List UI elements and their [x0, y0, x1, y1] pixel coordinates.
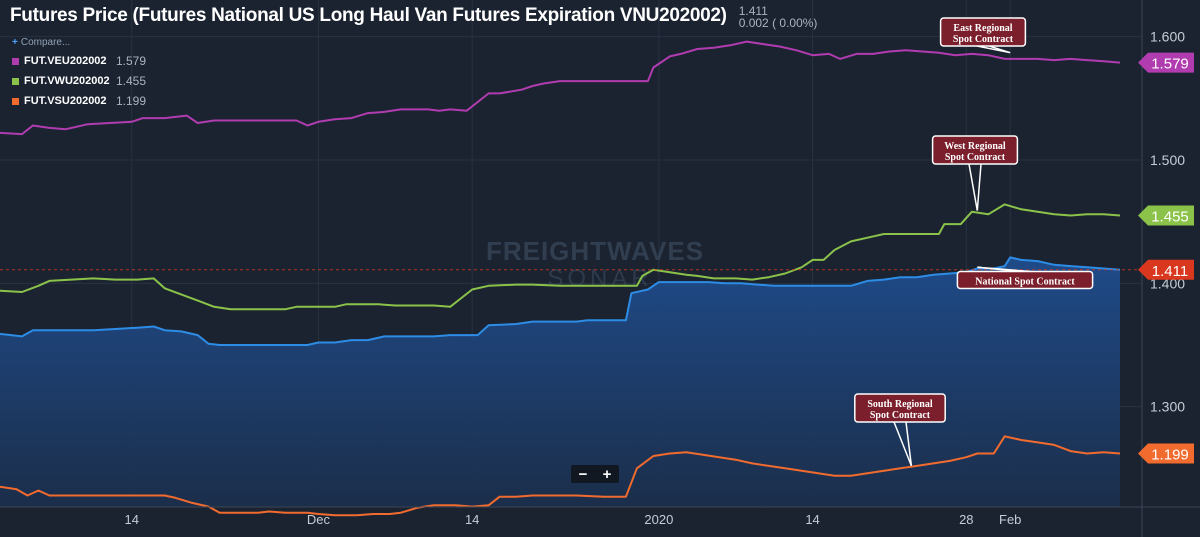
zoom-out-button[interactable]: −: [578, 465, 588, 483]
zoom-in-button[interactable]: +: [602, 465, 612, 483]
zoom-controls: − +: [571, 465, 619, 483]
y-tick-label: 1.300: [1150, 399, 1185, 415]
annotation-text: Spot Contract: [953, 34, 1014, 45]
annotation-callout: National Spot Contract: [956, 266, 1094, 290]
annotation-text: Spot Contract: [870, 410, 931, 421]
x-tick-label: 14: [125, 512, 139, 527]
watermark-line2: SONAR: [547, 265, 652, 292]
legend-value: 1.579: [116, 54, 147, 68]
watermark-line1: FREIGHTWAVES: [486, 236, 704, 266]
legend-name: FUT.VEU202002: [24, 55, 107, 67]
legend-name: FUT.VSU202002: [24, 95, 107, 107]
price-tag: 1.579: [1138, 52, 1194, 73]
series-line-fut-vwu202002[interactable]: [0, 203, 1121, 311]
price-tag: 1.411: [1138, 259, 1194, 280]
annotation-text: Spot Contract: [945, 152, 1006, 163]
series-line-fut-vsu202002[interactable]: [0, 435, 1121, 517]
compare-label: Compare...: [20, 37, 71, 48]
y-tick-label: 1.500: [1150, 152, 1185, 168]
x-tick-label: 14: [465, 512, 479, 527]
x-tick-label: 2020: [644, 512, 673, 527]
price-tag-label: 1.411: [1152, 263, 1188, 280]
legend-swatch: [12, 57, 19, 65]
x-tick-label: Feb: [999, 512, 1021, 527]
legend-value: 1.199: [116, 94, 147, 108]
annotation-text: National Spot Contract: [975, 277, 1075, 288]
legend-item-vwu[interactable]: FUT.VWU202002 1.455: [12, 71, 146, 91]
last-value: 1.411: [738, 4, 768, 18]
chart-title: Futures Price (Futures National US Long …: [10, 5, 727, 26]
legend-item-veu[interactable]: FUT.VEU202002 1.579: [12, 51, 146, 71]
y-tick-label: 1.600: [1150, 29, 1185, 45]
legend: + Compare... FUT.VEU202002 1.579 FUT.VWU2…: [12, 37, 146, 111]
compare-button[interactable]: + Compare...: [12, 37, 146, 48]
price-tag-label: 1.199: [1151, 447, 1189, 464]
price-tag-label: 1.455: [1151, 209, 1189, 226]
legend-swatch: [12, 77, 19, 85]
legend-item-vsu[interactable]: FUT.VSU202002 1.199: [12, 91, 146, 111]
x-tick-label: 14: [805, 512, 819, 527]
x-tick-label: 28: [959, 512, 973, 527]
series-line-fut-veu202002[interactable]: [0, 40, 1121, 136]
plus-icon: +: [12, 37, 18, 48]
annotation-text: South Regional: [867, 399, 933, 410]
price-tag: 1.199: [1138, 443, 1194, 464]
chart-header: Futures Price (Futures National US Long …: [10, 5, 817, 29]
last-price-block: 1.411 0.002 ( 0.00%): [739, 5, 818, 29]
watermark: FREIGHTWAVES SONAR: [486, 236, 704, 292]
price-tag-label: 1.579: [1151, 56, 1189, 73]
annotation-text: West Regional: [944, 141, 1006, 152]
price-change: 0.002 ( 0.00%): [738, 16, 818, 30]
price-tag: 1.455: [1138, 205, 1194, 226]
national-area-fill: [0, 257, 1120, 507]
x-tick-label: Dec: [307, 512, 331, 527]
annotation-text: East Regional: [953, 23, 1012, 34]
legend-swatch: [12, 97, 19, 105]
legend-name: FUT.VWU202002: [24, 75, 110, 87]
legend-value: 1.455: [116, 74, 147, 88]
